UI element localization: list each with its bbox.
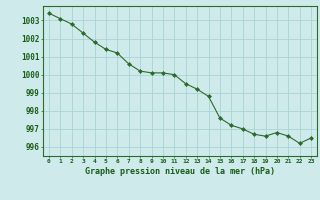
X-axis label: Graphe pression niveau de la mer (hPa): Graphe pression niveau de la mer (hPa) (85, 167, 275, 176)
